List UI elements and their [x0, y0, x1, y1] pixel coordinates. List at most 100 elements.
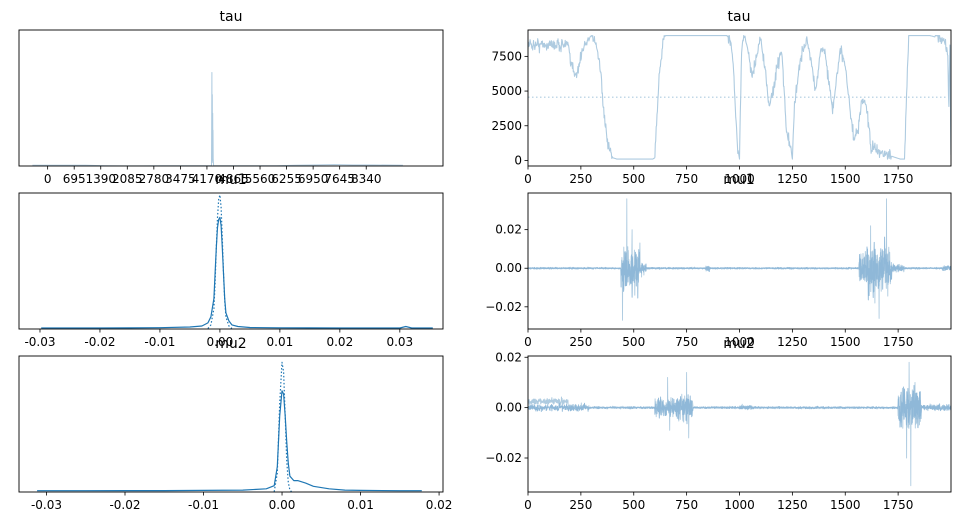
series-group — [528, 198, 951, 321]
x-tick-label: -0.01 — [188, 498, 219, 512]
plot-area: 0 250 500 750 1000 1250 1500 1750 −0.02 0.00 0.02 — [485, 350, 951, 512]
x-tick-label: 750 — [675, 335, 698, 349]
x-tick-label: 750 — [675, 498, 698, 512]
panel-tau-trace: tau 0 250 500 750 1000 1250 1500 1750 0 2500 5000 7… — [491, 9, 952, 186]
x-tick-label: 250 — [569, 335, 592, 349]
density-line — [37, 390, 422, 492]
x-tick-label: 0 — [524, 335, 532, 349]
x-tick-label: 0.02 — [326, 335, 353, 349]
series-group — [32, 72, 403, 166]
plot-area: -0.03 -0.02 -0.01 0.00 0.01 0.02 — [31, 361, 453, 512]
x-tick-label: -0.03 — [24, 335, 55, 349]
plot-area: 0 695 139020852780347541704865556062556950… — [32, 72, 403, 186]
x-tick-label: 1000 — [724, 498, 755, 512]
trace-line — [528, 198, 951, 321]
density-line — [32, 72, 403, 166]
plot-area: 0 250 500 750 1000 1250 1500 1750 0 2500 5000 7500 — [491, 35, 951, 186]
x-tick-label: 1750 — [883, 172, 914, 186]
series-group — [528, 35, 951, 160]
axes-frame — [527, 192, 952, 330]
axes-frame — [527, 355, 952, 493]
x-tick-label: 0.01 — [347, 498, 374, 512]
panel-title: mu1 — [215, 172, 246, 188]
y-tick-label: 2500 — [491, 119, 522, 133]
x-tick-label: 250 — [569, 498, 592, 512]
series-group — [37, 361, 422, 492]
y-tick-label: −0.02 — [485, 300, 522, 314]
y-tick-label: 7500 — [491, 49, 522, 63]
x-tick-label: -0.02 — [109, 498, 140, 512]
panel-mu1-trace: mu1 0 250 500 750 1000 1250 1500 1750−0.020.000… — [485, 172, 952, 349]
x-tick-label: 0.03 — [386, 335, 413, 349]
x-tick-label: -0.01 — [144, 335, 175, 349]
x-tick-label: 1750 — [883, 335, 914, 349]
x-tick-label: 5560 — [245, 172, 276, 186]
x-tick-label: 750 — [675, 172, 698, 186]
x-tick-label: 1000 — [724, 172, 755, 186]
x-tick-label: 0.00 — [207, 335, 234, 349]
series-group — [528, 361, 951, 487]
x-tick-label: 7645 — [324, 172, 355, 186]
x-tick-label: 1390 — [85, 172, 116, 186]
y-tick-label: 0.00 — [495, 401, 522, 415]
x-tick-label: 250 — [569, 172, 592, 186]
trace-line — [528, 385, 951, 429]
y-tick-label: 0 — [514, 153, 522, 167]
x-tick-label: 1500 — [830, 335, 861, 349]
panel-mu1-density: mu1 -0.03 -0.02 -0.01 0.00 0.01 0.02 0.03 — [18, 172, 444, 349]
x-tick-label: 2085 — [112, 172, 143, 186]
x-tick-label: 1500 — [830, 172, 861, 186]
plot-area: -0.03 -0.02 -0.01 0.00 0.01 0.02 0.03 — [24, 194, 433, 349]
trace-line — [730, 35, 951, 160]
x-tick-label: -0.02 — [84, 335, 115, 349]
x-tick-label: 695 — [63, 172, 86, 186]
trace-line — [528, 361, 951, 487]
y-tick-label: 5000 — [491, 84, 522, 98]
x-tick-label: 500 — [622, 172, 645, 186]
density-line — [41, 216, 433, 329]
x-tick-label: 0 — [44, 172, 52, 186]
panel-title: mu1 — [723, 172, 754, 188]
plot-area: 0 250 500 750 1000 1250 1500 1750 −0.02 0.00 0.02 — [485, 198, 951, 349]
y-tick-label: 0.02 — [495, 350, 522, 364]
x-tick-label: 500 — [622, 498, 645, 512]
x-tick-label: 3475 — [165, 172, 196, 186]
y-tick-label: 0.02 — [495, 223, 522, 237]
trace-line — [528, 236, 951, 301]
panel-tau-density: tau 0 695 13902085278034754170486555606255… — [18, 9, 444, 186]
y-tick-label: −0.02 — [485, 451, 522, 465]
axes-frame — [18, 355, 444, 493]
x-tick-label: 0 — [524, 498, 532, 512]
series-group — [41, 194, 433, 329]
panel-title: tau — [220, 9, 243, 25]
panel-mu2-density: mu2 -0.03 -0.02 -0.01 0.00 0.01 0.02 — [18, 336, 453, 512]
trace-line — [528, 35, 656, 160]
x-tick-label: 500 — [622, 335, 645, 349]
panel-title: tau — [728, 9, 751, 25]
panel-title: mu2 — [215, 336, 246, 352]
density-line-dotted — [273, 361, 292, 492]
x-tick-label: 1250 — [777, 335, 808, 349]
x-tick-label: 1750 — [883, 498, 914, 512]
x-tick-label: 2780 — [139, 172, 170, 186]
trace-line — [654, 35, 732, 158]
x-tick-label: 4170 — [192, 172, 223, 186]
x-tick-label: 6255 — [271, 172, 302, 186]
panel-title: mu2 — [723, 336, 754, 352]
panel-mu2-trace: mu2 0 250 500 750 1000 1250 1500 1750 −0.02 0.00 0… — [485, 336, 952, 512]
x-tick-label: 0.00 — [269, 498, 296, 512]
x-tick-label: 1000 — [724, 335, 755, 349]
axes-frame — [527, 29, 952, 167]
x-tick-label: 0.02 — [426, 498, 453, 512]
x-tick-label: 0 — [524, 172, 532, 186]
x-tick-label: 0.01 — [267, 335, 294, 349]
axes-frame — [18, 192, 444, 330]
density-line-dotted — [207, 194, 233, 329]
x-tick-label: 4865 — [218, 172, 249, 186]
x-tick-label: 1250 — [777, 172, 808, 186]
x-tick-label: 8340 — [351, 172, 382, 186]
axes-frame — [18, 29, 444, 167]
x-tick-label: 6950 — [298, 172, 329, 186]
x-tick-label: 1500 — [830, 498, 861, 512]
